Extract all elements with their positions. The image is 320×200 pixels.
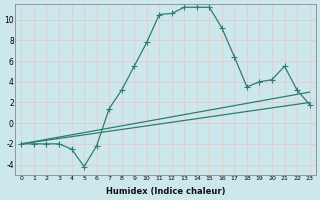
X-axis label: Humidex (Indice chaleur): Humidex (Indice chaleur) — [106, 187, 225, 196]
